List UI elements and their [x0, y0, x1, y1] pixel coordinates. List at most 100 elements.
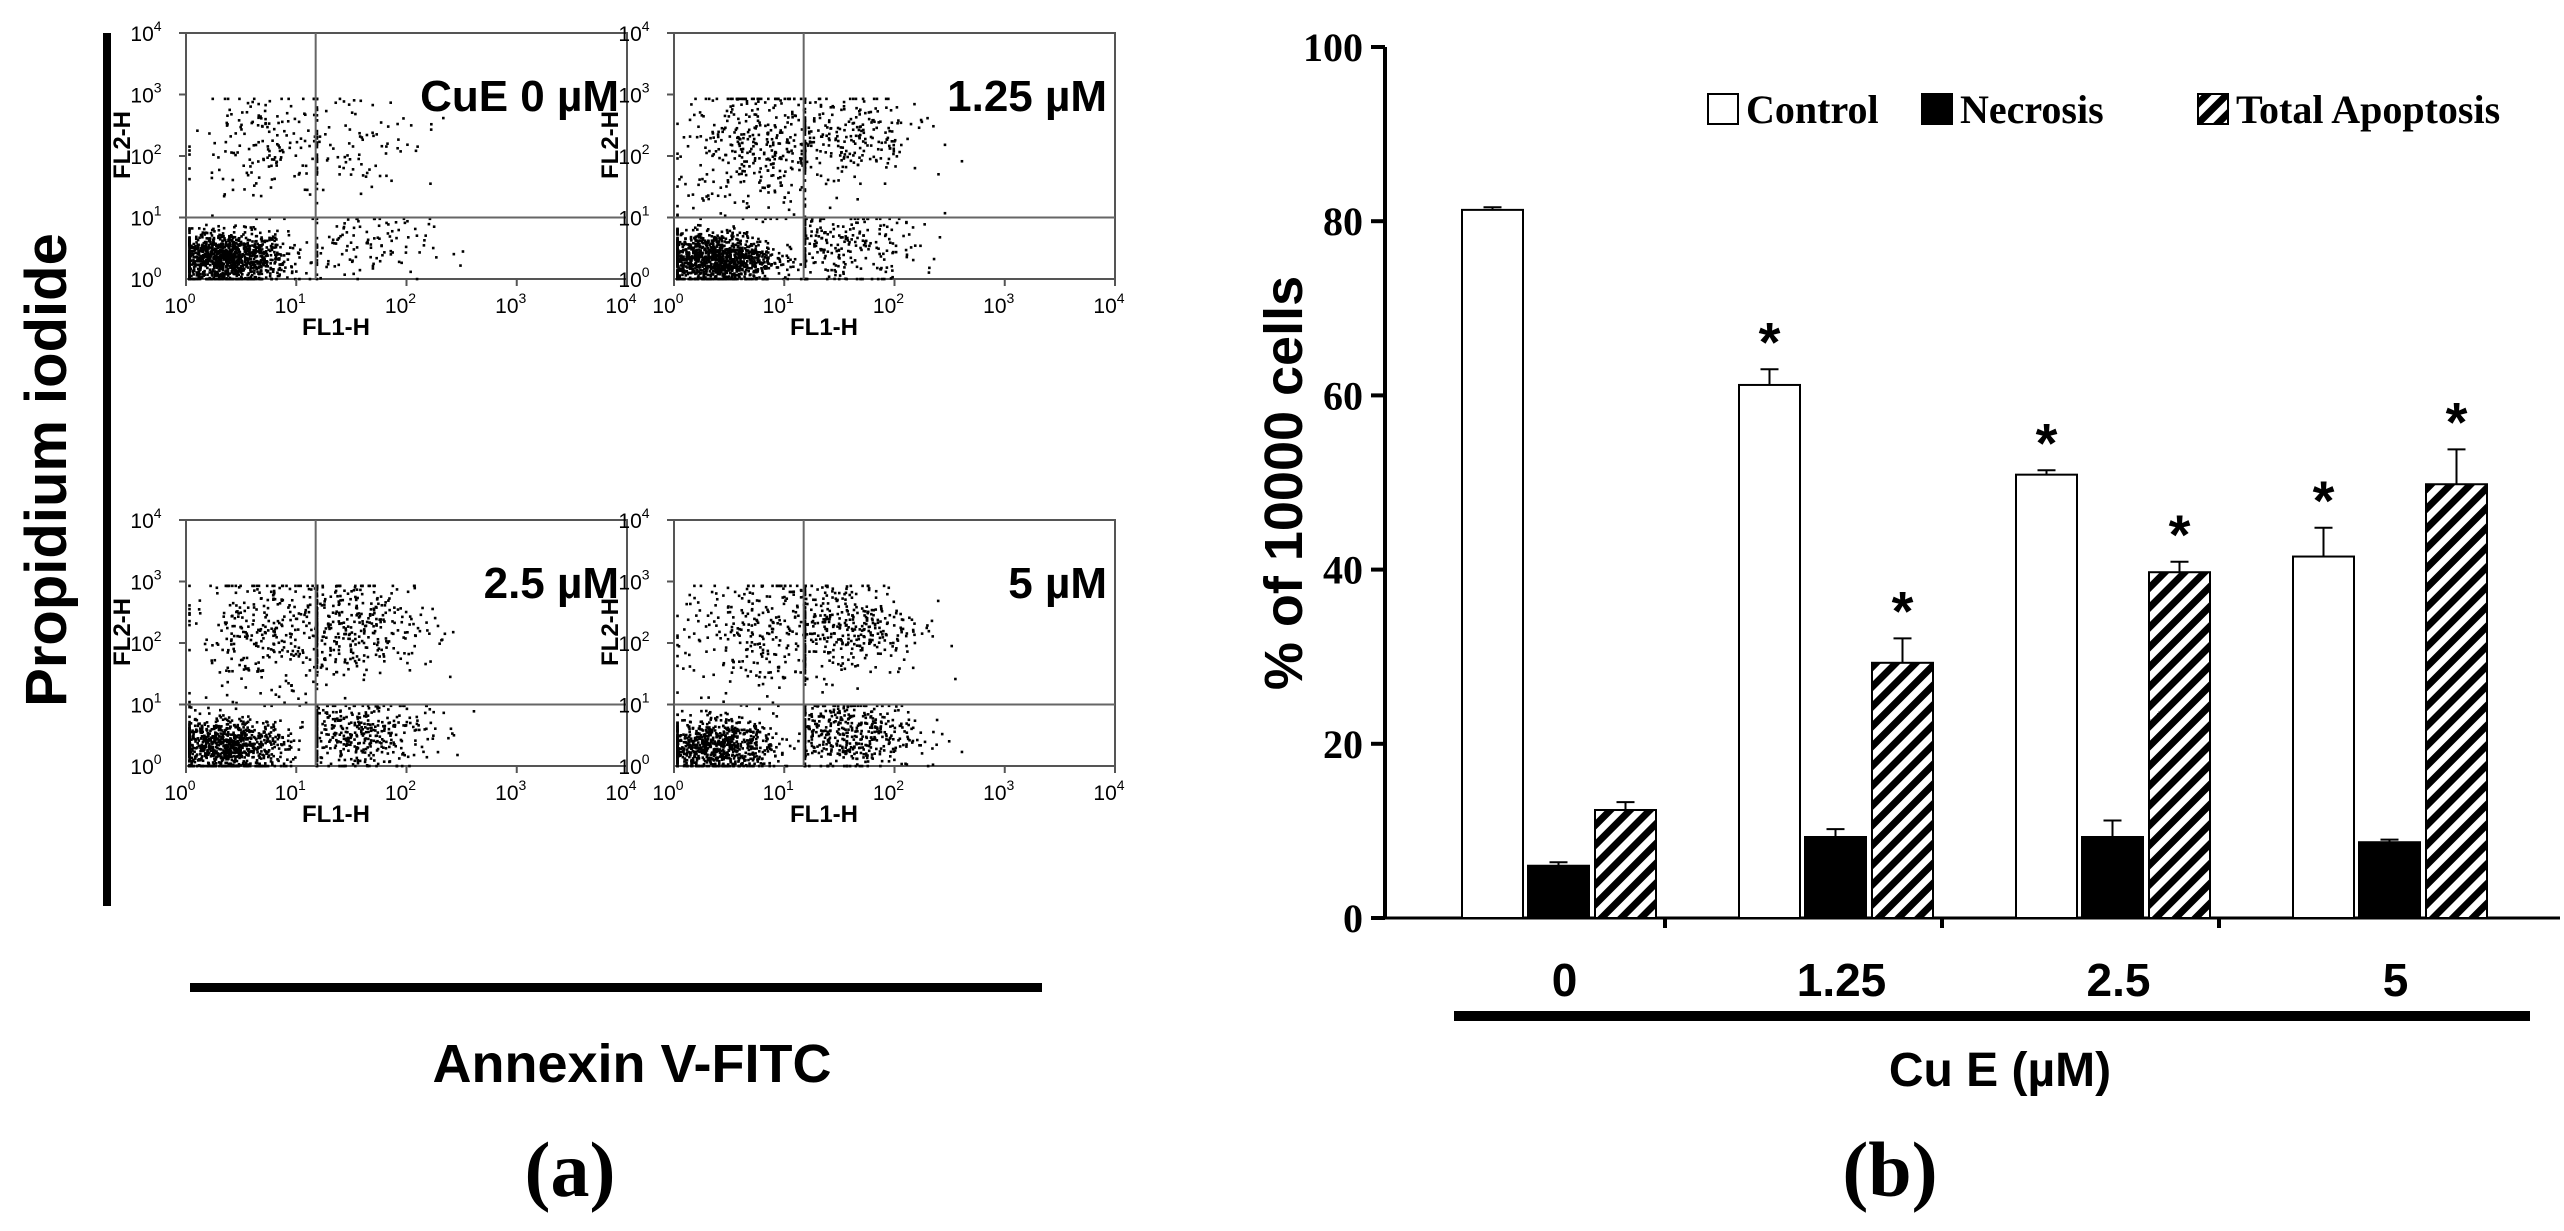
x-group-bar	[1454, 1011, 2530, 1021]
panel-b-bar-chart: 0 20 40 60 80 100 % of 10000 cells 0 1.25 * * 2.5 * *…	[1254, 25, 2560, 1213]
y-tick-label: 100	[1303, 25, 1363, 70]
x-tick-label: 100	[164, 290, 195, 318]
flow-plot-title: 1.25 µM	[947, 72, 1107, 121]
x-category-label: 1.25	[1797, 954, 1887, 1006]
legend-swatch	[1707, 93, 1739, 125]
panel-a-flow-plots: 100100101101102102103103104104FL1-HFL2-H…	[14, 18, 1125, 1213]
y-channel-label: FL2-H	[109, 598, 136, 666]
x-category-label: 2.5	[2087, 954, 2151, 1006]
x-tick-label: 103	[495, 777, 526, 805]
x-tick-label: 104	[605, 777, 636, 805]
y-tick-label: 100	[618, 751, 649, 779]
x-tick-label: 100	[652, 777, 683, 805]
y-channel-label: FL2-H	[109, 111, 136, 179]
flow-plot-title: 2.5 µM	[484, 559, 619, 608]
x-tick-label: 104	[1093, 290, 1124, 318]
y-tick-label: 103	[130, 80, 161, 108]
y-tick-label: 0	[1343, 896, 1363, 941]
bar-total-apoptosis	[2425, 483, 2488, 919]
x-tick-label: 101	[275, 777, 306, 805]
bar-necrosis	[2081, 835, 2144, 920]
y-channel-label: FL2-H	[597, 111, 624, 179]
y-tick-label: 103	[618, 567, 649, 595]
y-tick-label: 102	[130, 628, 161, 656]
x-channel-label: FL1-H	[302, 314, 370, 341]
significance-marker: *	[2036, 411, 2058, 474]
x-tick-label: 102	[385, 777, 416, 805]
x-tick-label: 103	[983, 290, 1014, 318]
y-tick-label: 20	[1323, 722, 1363, 767]
y-channel-label: FL2-H	[597, 598, 624, 666]
x-axis-title: Cu E (µM)	[1889, 1044, 2111, 1097]
x-tick-label: 103	[495, 290, 526, 318]
flow-dots	[188, 584, 476, 768]
legend-label: Necrosis	[1960, 87, 2104, 132]
flow-dots	[188, 97, 465, 281]
significance-marker: *	[1759, 310, 1781, 373]
bar-total-apoptosis	[1594, 808, 1657, 919]
x-tick-label: 101	[275, 290, 306, 318]
flow-plot-title: 5 µM	[1008, 559, 1107, 608]
flow-dots	[676, 97, 964, 281]
y-tick-label: 40	[1323, 548, 1363, 593]
y-tick-label: 103	[618, 80, 649, 108]
x-tick-label: 104	[605, 290, 636, 318]
y-tick-label: 103	[130, 567, 161, 595]
x-tick-label: 102	[385, 290, 416, 318]
bar-control	[2015, 473, 2078, 919]
x-tick-label: 102	[873, 290, 904, 318]
y-tick-label: 100	[130, 264, 161, 292]
x-category-label: 5	[2383, 954, 2409, 1006]
x-tick-label: 100	[652, 290, 683, 318]
panel-a-x-axis-bar	[190, 983, 1042, 992]
panel-a-label: (a)	[525, 1126, 616, 1213]
bar-control	[1738, 383, 1801, 919]
y-tick-label: 101	[618, 203, 649, 231]
panel-a-x-axis-title: Annexin V-FITC	[432, 1034, 831, 1094]
y-tick-label: 104	[618, 505, 649, 533]
panel-a-y-axis-bar	[103, 33, 111, 906]
x-channel-label: FL1-H	[302, 801, 370, 828]
legend-swatch	[2197, 93, 2229, 125]
significance-marker: *	[2446, 390, 2468, 453]
flow-dots	[676, 584, 964, 768]
y-tick-label: 80	[1323, 199, 1363, 244]
flow-plot-title: CuE 0 µM	[420, 72, 619, 121]
y-tick-label: 100	[130, 751, 161, 779]
y-tick-label: 60	[1323, 373, 1363, 418]
bar-control	[2292, 555, 2355, 919]
flow-plot-frame	[185, 32, 628, 280]
y-tick-label: 102	[618, 628, 649, 656]
y-tick-label: 102	[130, 141, 161, 169]
legend: Control Necrosis Total Apoptosis	[1707, 87, 2500, 132]
y-tick-label: 101	[130, 690, 161, 718]
panel-b-label: (b)	[1842, 1126, 1937, 1213]
bar-necrosis	[1804, 835, 1867, 920]
x-category-label: 0	[1552, 954, 1578, 1006]
x-tick-label: 100	[164, 777, 195, 805]
flow-plot-frame	[185, 519, 628, 767]
bar-necrosis	[2358, 841, 2421, 920]
x-tick-label: 103	[983, 777, 1014, 805]
y-axis-title: % of 10000 cells	[1254, 276, 1314, 690]
x-tick-label: 102	[873, 777, 904, 805]
y-tick-label: 100	[618, 264, 649, 292]
panel-a-y-axis-title: Propidium iodide	[14, 233, 79, 707]
bar-total-apoptosis	[1871, 661, 1934, 919]
bar-control	[1461, 208, 1524, 919]
legend-label: Control	[1746, 87, 1879, 132]
x-tick-label: 104	[1093, 777, 1124, 805]
significance-marker: *	[1892, 579, 1914, 642]
x-tick-label: 101	[763, 290, 794, 318]
x-channel-label: FL1-H	[790, 801, 858, 828]
y-tick-label: 104	[618, 18, 649, 46]
y-tick-label: 104	[130, 18, 161, 46]
bar-total-apoptosis	[2148, 571, 2211, 919]
significance-marker: *	[2169, 503, 2191, 566]
y-tick-label: 101	[130, 203, 161, 231]
x-tick-label: 101	[763, 777, 794, 805]
x-channel-label: FL1-H	[790, 314, 858, 341]
